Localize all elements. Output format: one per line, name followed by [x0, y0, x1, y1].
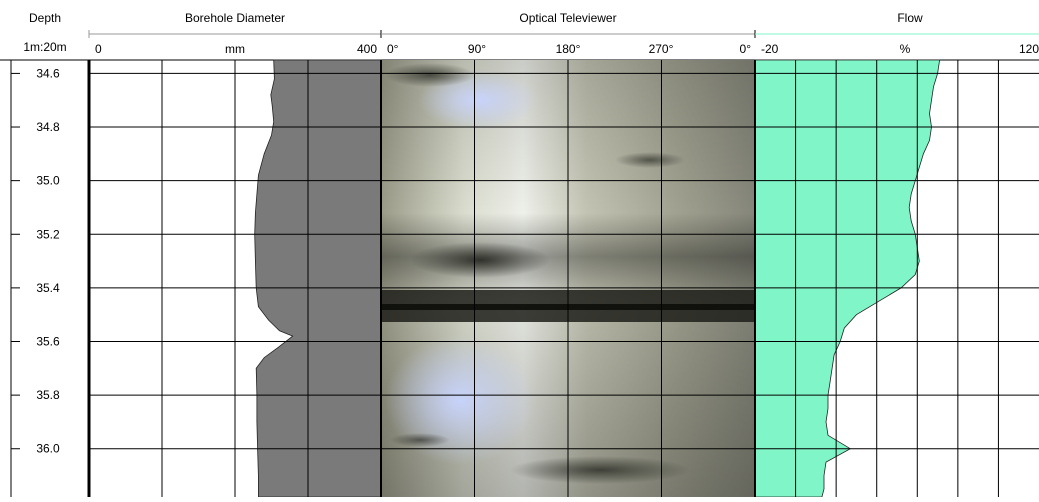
otv-dark-spot-3 — [510, 456, 690, 484]
depth-label: 36.0 — [36, 442, 60, 456]
borehole-diameter-track — [89, 59, 382, 498]
flow-track — [754, 59, 1039, 498]
depth-column: 34.6 34.8 35.0 35.2 35.4 35.6 35.8 36.0 — [10, 60, 60, 497]
diameter-axis-min: 0 — [95, 42, 102, 56]
depth-header: Depth — [29, 11, 61, 25]
flow-axis-max: 120 — [1019, 42, 1039, 56]
diameter-area — [254, 59, 382, 498]
optical-tick-270: 270° — [649, 42, 674, 56]
depth-label: 34.8 — [36, 120, 60, 134]
header: Depth 1m:20m Borehole Diameter 0 mm 400 … — [0, 11, 1039, 61]
flow-axis-unit: % — [900, 42, 911, 56]
flow-area — [754, 59, 941, 498]
depth-label: 35.0 — [36, 174, 60, 188]
optical-grid — [381, 60, 755, 497]
depth-label: 35.6 — [36, 335, 60, 349]
depth-label: 35.4 — [36, 281, 60, 295]
otv-bright-patch-lower — [385, 335, 535, 465]
diameter-header: Borehole Diameter — [185, 11, 285, 25]
diameter-grid — [89, 60, 381, 497]
optical-tick-90: 90° — [468, 42, 486, 56]
depth-label: 35.2 — [36, 227, 60, 241]
optical-tick-360: 0° — [740, 42, 752, 56]
optical-header: Optical Televiewer — [519, 11, 616, 25]
optical-televiewer-image — [381, 60, 755, 497]
diameter-axis-unit: mm — [225, 42, 245, 56]
scale-label: 1m:20m — [23, 40, 66, 54]
otv-dark-spot-4 — [390, 433, 450, 447]
depth-label: 35.8 — [36, 388, 60, 402]
diameter-axis-max: 400 — [357, 42, 377, 56]
otv-dark-spot-1 — [385, 63, 475, 87]
optical-tick-180: 180° — [556, 42, 581, 56]
flow-axis-min: -20 — [761, 42, 779, 56]
optical-tick-0: 0° — [387, 42, 399, 56]
otv-dark-spot-2 — [615, 152, 685, 168]
depth-label: 34.6 — [36, 66, 60, 80]
otv-dark-clast — [410, 242, 550, 278]
flow-header: Flow — [897, 11, 923, 25]
flow-grid — [755, 60, 1039, 497]
